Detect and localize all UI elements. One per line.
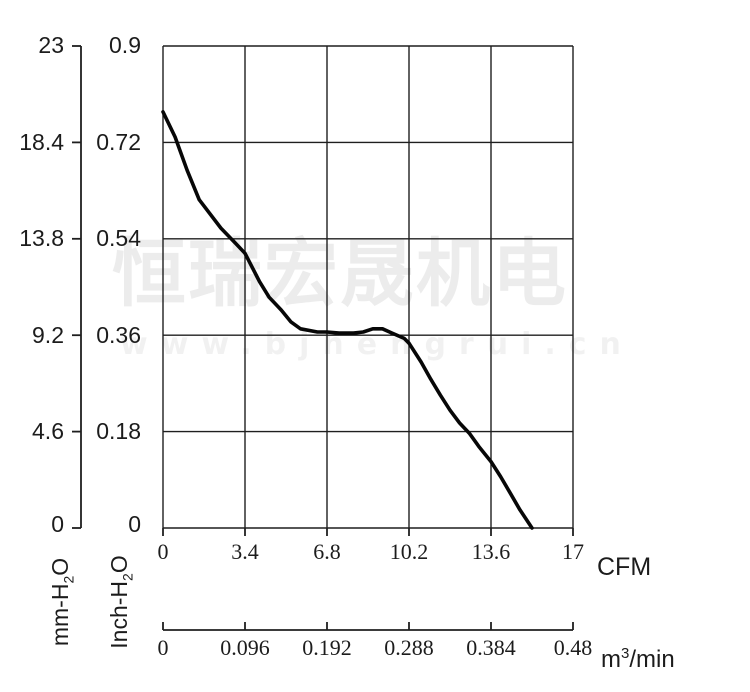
x-axis-cfm-ticks (162, 528, 574, 536)
grid-lines (162, 45, 574, 529)
y-tick-mm: 18.4 (19, 129, 64, 155)
x-axis-m3min-unit-label: m3/min (601, 645, 675, 673)
x-tick-m3min: 0.288 (384, 635, 434, 660)
performance-curve (161, 110, 534, 530)
y-tick-mm: 0 (51, 511, 64, 537)
x-tick-cfm: 17 (562, 539, 584, 564)
x-tick-cfm: 3.4 (231, 539, 259, 564)
y-tick-mm: 13.8 (19, 225, 64, 251)
x-tick-m3min: 0.48 (553, 635, 593, 660)
y-axis-mm-title: mm-H2O (47, 557, 77, 647)
y-tick-inch: 0.9 (109, 32, 141, 58)
x-tick-m3min: 0.384 (466, 635, 516, 660)
x-tick-cfm: 6.8 (313, 539, 341, 564)
y-tick-inch: 0.72 (96, 129, 141, 155)
y-tick-inch: 0.36 (96, 322, 141, 348)
x-axis-cfm-unit-label: CFM (597, 553, 652, 581)
y-tick-mm: 9.2 (32, 322, 64, 348)
y-tick-mm: 23 (38, 32, 64, 58)
y-axis-line (72, 45, 82, 529)
y-tick-inch: 0.54 (96, 225, 141, 251)
x-tick-cfm: 10.2 (389, 539, 429, 564)
x-tick-m3min: 0 (157, 635, 169, 660)
x-axis-m3min-line (162, 622, 574, 631)
y-tick-inch: 0 (128, 511, 141, 537)
y-axis-inch-title: Inch-H2O (106, 555, 136, 649)
x-tick-cfm: 13.6 (471, 539, 511, 564)
x-tick-cfm: 0 (157, 539, 169, 564)
x-tick-m3min: 0.192 (302, 635, 352, 660)
watermark-url-text: www.bjhengrui.cn (120, 327, 634, 362)
y-tick-mm: 4.6 (32, 418, 64, 444)
x-tick-m3min: 0.096 (220, 635, 270, 660)
y-tick-inch: 0.18 (96, 418, 141, 444)
